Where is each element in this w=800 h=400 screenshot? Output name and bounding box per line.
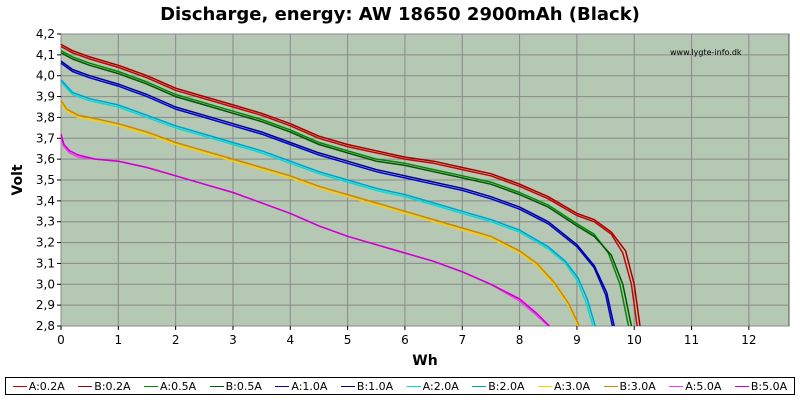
x-tick-label: 0 xyxy=(57,333,65,347)
y-tick-label: 3,5 xyxy=(36,173,55,187)
legend-item: B:1.0A xyxy=(340,379,394,393)
legend-swatch xyxy=(603,385,618,387)
legend-swatch xyxy=(209,385,224,387)
series-line-B:2.0A xyxy=(60,79,596,327)
legend-label: A:2.0A xyxy=(422,379,459,393)
x-tick-label: 2 xyxy=(172,333,180,347)
x-axis-title: Wh xyxy=(412,353,437,369)
legend-swatch xyxy=(144,385,159,387)
legend-swatch xyxy=(669,385,684,387)
chart-title: Discharge, energy: AW 18650 2900mAh (Bla… xyxy=(160,4,640,25)
x-tick-label: 3 xyxy=(229,333,237,347)
axis-ticks: 0 1 2 3 4 5 6 7 8 9 10 11 122,82,93,03,13,23,33,43,5… xyxy=(36,27,757,347)
legend-item: A:5.0A xyxy=(669,380,721,393)
y-tick-label: 3,6 xyxy=(36,152,55,166)
legend-label: A:0.5A xyxy=(160,379,197,393)
legend-label: B:2.0A xyxy=(488,379,525,393)
y-tick-label: 3,8 xyxy=(36,110,55,124)
series-line-B:1.0A xyxy=(60,60,615,327)
x-tick-label: 5 xyxy=(344,333,352,347)
legend-label: B:5.0A xyxy=(750,379,788,393)
series-line-B:3.0A xyxy=(60,100,580,327)
x-tick-label: 9 xyxy=(573,333,581,347)
legend-item: A:1.0A xyxy=(275,380,327,393)
y-tick-label: 3,7 xyxy=(36,131,55,145)
x-tick-label: 7 xyxy=(458,333,466,347)
series-line-B:0.5A xyxy=(60,52,633,327)
legend-item: A:2.0A xyxy=(406,379,459,393)
x-tick-label: 1 xyxy=(115,333,123,347)
y-tick-label: 4,2 xyxy=(36,27,55,41)
y-tick-label: 4,1 xyxy=(36,48,55,62)
series-line-A:0.2A xyxy=(60,45,638,327)
series-line-B:5.0A xyxy=(60,133,550,327)
y-tick-label: 3,0 xyxy=(36,277,55,291)
legend-label: B:0.2A xyxy=(94,379,131,393)
x-tick-label: 4 xyxy=(286,333,294,347)
y-tick-label: 4,0 xyxy=(36,69,55,83)
y-tick-label: 3,4 xyxy=(36,194,55,208)
legend-label: A:1.0A xyxy=(291,379,328,393)
x-tick-label: 11 xyxy=(684,333,699,347)
y-tick-label: 3,2 xyxy=(36,236,55,250)
watermark: www.lygte-info.dk xyxy=(670,48,742,57)
series-line-A:2.0A xyxy=(60,81,594,327)
legend-item: A:0.2A xyxy=(12,379,65,393)
legend-item: B:5.0A xyxy=(734,379,788,393)
x-tick-label: 8 xyxy=(516,333,524,347)
legend-swatch xyxy=(340,385,355,387)
legend-swatch xyxy=(537,385,552,387)
series-layer xyxy=(60,43,641,327)
legend-label: A:3.0A xyxy=(553,379,591,393)
legend: A:0.2A B:0.2A A:0.5A B:0.5A A:1.0A B:1.0A A:2.… xyxy=(5,377,795,395)
x-tick-label: 6 xyxy=(401,333,409,347)
legend-label: B:1.0A xyxy=(356,379,394,393)
series-line-B:0.2A xyxy=(60,43,641,327)
series-line-A:0.5A xyxy=(60,50,630,327)
legend-swatch xyxy=(734,385,749,387)
legend-swatch xyxy=(12,385,27,387)
legend-item: B:0.2A xyxy=(78,379,131,393)
legend-item: B:2.0A xyxy=(472,379,525,393)
legend-swatch xyxy=(472,385,487,387)
legend-swatch xyxy=(406,385,421,387)
x-tick-label: 12 xyxy=(741,333,756,347)
legend-item: A:3.0A xyxy=(537,379,591,393)
x-tick-label: 10 xyxy=(627,333,642,347)
y-tick-label: 3,9 xyxy=(36,90,55,104)
legend-item: B:3.0A xyxy=(603,379,656,393)
legend-swatch xyxy=(78,385,93,387)
y-tick-label: 2,9 xyxy=(36,298,55,312)
y-tick-label: 2,8 xyxy=(36,319,55,333)
y-axis-title: Volt xyxy=(10,164,26,195)
legend-label: A:0.2A xyxy=(28,379,65,393)
legend-label: A:5.0A xyxy=(685,379,722,393)
legend-item: A:0.5A xyxy=(144,380,196,393)
legend-item: B:0.5A xyxy=(209,379,262,393)
y-tick-label: 3,1 xyxy=(36,256,55,270)
y-tick-label: 3,3 xyxy=(36,215,55,229)
series-line-A:1.0A xyxy=(60,62,614,327)
legend-label: B:3.0A xyxy=(619,379,656,393)
legend-swatch xyxy=(275,385,290,387)
series-line-A:3.0A xyxy=(60,102,579,327)
legend-label: B:0.5A xyxy=(225,379,262,393)
